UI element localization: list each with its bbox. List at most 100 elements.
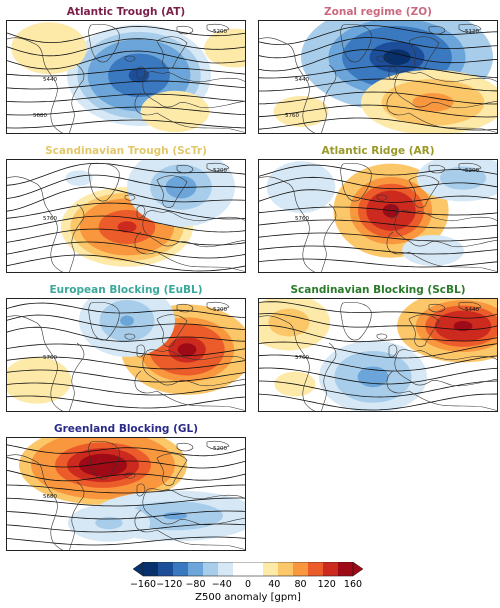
panel-zo: Zonal regime (ZO) 5120 5440 5760: [258, 6, 498, 134]
height-contour: [7, 497, 245, 507]
coastline: [146, 488, 245, 500]
coastline: [458, 301, 482, 311]
coastline: [408, 175, 440, 208]
anomaly-contour-fill: [282, 317, 296, 328]
colorbar-tick-label: −160: [129, 579, 157, 590]
panel-title: Zonal regime (ZO): [324, 6, 432, 18]
panel-gl: Greenland Blocking (GL) 5200 5680: [6, 423, 246, 551]
colorbar-tick-label: 0: [244, 579, 252, 590]
coastline: [259, 37, 316, 133]
height-contour: [7, 395, 245, 409]
colorbar-segment: [188, 562, 204, 576]
coastline: [69, 481, 85, 550]
anomaly-contour-fill: [30, 375, 44, 386]
coastline: [88, 23, 120, 63]
height-contour: [7, 25, 245, 43]
anomaly-field: [67, 504, 151, 542]
coastline: [134, 509, 245, 550]
coastline: [428, 25, 446, 35]
z500-map: 5200 5760: [6, 159, 246, 273]
anomaly-contour-fill: [128, 68, 150, 83]
height-contour: [7, 119, 245, 129]
coastline: [398, 210, 497, 222]
height-contour: [7, 382, 245, 396]
coastline: [388, 205, 398, 219]
height-contour: [7, 174, 245, 199]
colorbar-segment: [248, 562, 264, 576]
coastline: [146, 349, 245, 361]
coastline: [394, 350, 497, 387]
coastline: [7, 176, 64, 272]
height-contour: [259, 65, 497, 79]
z500-contours: [259, 301, 497, 411]
z500-contours: [259, 164, 497, 268]
panel-title: Greenland Blocking (GL): [53, 423, 199, 435]
map-svg: 5200 5760: [7, 160, 245, 272]
height-contour: [259, 258, 497, 268]
coastline: [176, 303, 194, 313]
colorbar-segment: [218, 562, 234, 576]
height-contour: [259, 206, 497, 216]
z500-map: 5120 5440 5760: [258, 20, 498, 134]
coastlines: [7, 23, 245, 133]
coastline: [340, 23, 372, 63]
coastline: [136, 205, 146, 219]
colorbar-scale: [132, 561, 364, 577]
coastline: [136, 66, 146, 80]
height-contour: [7, 444, 245, 457]
panel-scbl: Scandinavian Blocking (ScBL) 5440 5760: [258, 284, 498, 412]
panel-ar: Atlantic Ridge (AR) 5200 5760: [258, 145, 498, 273]
coastline: [156, 175, 188, 208]
z500-map: 5200 5760: [6, 298, 246, 412]
height-contour: [7, 484, 245, 494]
height-contour: [7, 343, 245, 357]
z500-map: 5440 5760: [258, 298, 498, 412]
height-contour: [7, 228, 245, 246]
coastline: [142, 489, 245, 526]
panel-eubl: European Blocking (EuBL) 5200 5760: [6, 284, 246, 412]
coastline: [7, 315, 64, 411]
height-contour: [259, 354, 497, 372]
height-contour: [259, 393, 497, 411]
height-contour: [259, 49, 497, 72]
height-contour: [7, 326, 245, 342]
anomaly-field: [11, 22, 87, 74]
coastlines: [259, 23, 497, 133]
colorbar-tick-label: −40: [211, 579, 232, 590]
map-svg: 5200 5760: [7, 299, 245, 411]
contour-label: 5120: [465, 29, 479, 35]
colorbar-extend-low: [132, 561, 144, 577]
coastline: [376, 333, 388, 340]
colorbar-tick-label: 40: [268, 579, 281, 590]
coastline: [88, 301, 120, 341]
height-contour: [7, 215, 245, 233]
contour-label: 5680: [43, 494, 57, 500]
height-contour: [7, 202, 245, 220]
height-contour: [7, 457, 245, 469]
anomaly-field: [140, 90, 210, 133]
colorbar-segment: [158, 562, 174, 576]
height-contour: [7, 80, 245, 90]
panel-title: Scandinavian Trough (ScTr): [45, 145, 207, 157]
panel-sctr: Scandinavian Trough (ScTr) 5200 5760: [6, 145, 246, 273]
z500-map: 5200 5760: [258, 159, 498, 273]
colorbar-segment: [323, 562, 339, 576]
colorbar-segment: [173, 562, 189, 576]
map-svg: 5120 5440 5760: [259, 21, 497, 133]
height-contour: [259, 380, 497, 398]
height-contour: [7, 536, 245, 546]
colorbar-segment: [263, 562, 279, 576]
anomaly-contour-fill: [117, 221, 137, 233]
coastline: [88, 162, 120, 202]
anomaly-contour-fill: [365, 371, 381, 382]
colorbar-segment: [293, 562, 309, 576]
contour-label: 5200: [213, 29, 227, 35]
z500-map: 5200 5440 5680: [6, 20, 246, 134]
colorbar-extend-high: [352, 561, 364, 577]
height-contour: [7, 106, 245, 116]
z500-contours: [7, 302, 245, 409]
anomaly-contour-fill: [453, 320, 473, 332]
coastline: [134, 92, 245, 133]
coastline: [408, 314, 440, 347]
coastline: [388, 66, 398, 80]
